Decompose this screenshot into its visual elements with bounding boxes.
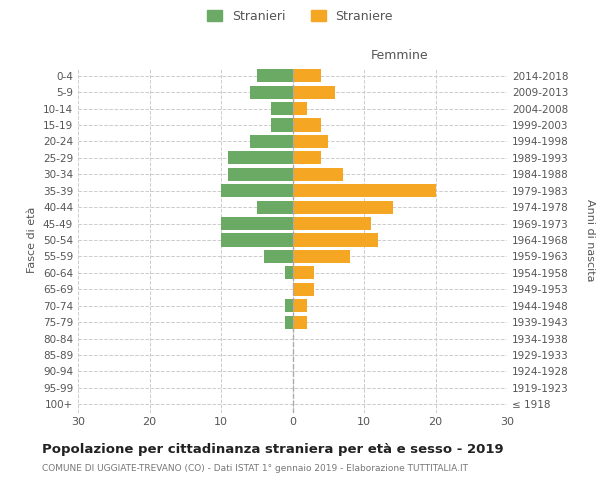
Bar (293, 102, 307, 115)
Text: Femmine: Femmine (371, 50, 428, 62)
Bar (228, 168, 293, 181)
Y-axis label: Fasce di età: Fasce di età (28, 207, 37, 273)
Bar (293, 316, 307, 328)
Bar (250, 86, 293, 98)
Bar (250, 135, 293, 148)
Bar (293, 86, 335, 98)
Bar (264, 250, 293, 263)
Bar (293, 299, 307, 312)
Bar (271, 118, 293, 132)
Bar (286, 299, 293, 312)
Bar (293, 118, 321, 132)
Bar (221, 234, 293, 246)
Bar (293, 184, 436, 198)
Bar (293, 200, 392, 213)
Legend: Stranieri, Straniere: Stranieri, Straniere (203, 6, 397, 26)
Bar (293, 250, 350, 263)
Bar (228, 152, 293, 164)
Bar (221, 184, 293, 198)
Text: COMUNE DI UGGIATE-TREVANO (CO) - Dati ISTAT 1° gennaio 2019 - Elaborazione TUTTI: COMUNE DI UGGIATE-TREVANO (CO) - Dati IS… (42, 464, 468, 473)
Bar (293, 282, 314, 296)
Bar (257, 69, 293, 82)
Bar (271, 102, 293, 115)
Bar (293, 152, 321, 164)
Bar (293, 168, 343, 181)
Y-axis label: Anni di nascita: Anni di nascita (585, 198, 595, 281)
Bar (293, 234, 379, 246)
Bar (221, 217, 293, 230)
Bar (293, 217, 371, 230)
Bar (293, 266, 314, 280)
Bar (286, 266, 293, 280)
Text: Popolazione per cittadinanza straniera per età e sesso - 2019: Popolazione per cittadinanza straniera p… (42, 442, 503, 456)
Bar (293, 135, 328, 148)
Bar (293, 69, 321, 82)
Bar (257, 200, 293, 213)
Bar (286, 316, 293, 328)
